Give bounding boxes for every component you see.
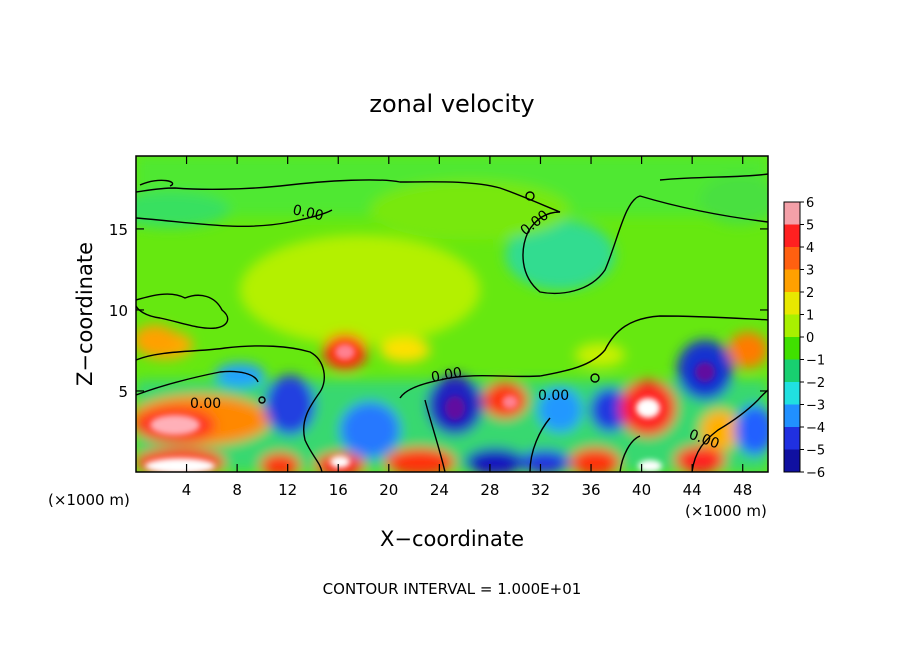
colorbar: 6 5 4 3 2 1 0 −1 −2 −3 −4 −5 −6 bbox=[783, 196, 825, 481]
x-tick-label: 12 bbox=[278, 481, 297, 499]
x-tick-label: 40 bbox=[632, 481, 651, 499]
colorbar-swatch bbox=[784, 337, 800, 360]
colorbar-tick-label: 5 bbox=[806, 219, 814, 234]
x-tick-label: 20 bbox=[379, 481, 398, 499]
colorbar-tick-label: −6 bbox=[806, 466, 825, 481]
colorbar-swatch bbox=[784, 202, 800, 225]
colorbar-swatch bbox=[784, 359, 800, 382]
x-tick-label: 48 bbox=[733, 481, 752, 499]
x-axis-label: X−coordinate bbox=[380, 527, 524, 551]
colorbar-tick-label: −4 bbox=[806, 421, 825, 436]
colorbar-swatch bbox=[784, 247, 800, 270]
colorbar-tick-label: 0 bbox=[806, 331, 814, 346]
colorbar-tick-label: 6 bbox=[806, 196, 814, 211]
y-axis: 5 10 15 bbox=[109, 221, 768, 401]
colorbar-swatch bbox=[784, 314, 800, 337]
colorbar-swatch bbox=[784, 269, 800, 292]
colorbar-swatch bbox=[784, 404, 800, 427]
x-tick-label: 24 bbox=[430, 481, 449, 499]
colorbar-tick-label: 3 bbox=[806, 264, 814, 279]
x-tick-label: 32 bbox=[531, 481, 550, 499]
x-tick-label: 28 bbox=[480, 481, 499, 499]
y-axis-label: Z−coordinate bbox=[73, 242, 97, 386]
x-axis: 4 8 12 16 20 24 28 32 36 40 44 48 bbox=[182, 156, 752, 499]
x-tick-label: 8 bbox=[232, 481, 242, 499]
colorbar-swatch bbox=[784, 224, 800, 247]
x-tick-label: 44 bbox=[683, 481, 702, 499]
x-unit-label-left: (×1000 m) bbox=[48, 491, 130, 509]
chart-title: zonal velocity bbox=[369, 90, 534, 118]
contour-label: 0.00 bbox=[291, 202, 325, 224]
colorbar-tick-label: 2 bbox=[806, 286, 814, 301]
colorbar-swatch bbox=[784, 292, 800, 315]
contour-label: 0.00 bbox=[190, 396, 221, 412]
x-tick-label: 36 bbox=[581, 481, 600, 499]
colorbar-tick-label: 4 bbox=[806, 241, 814, 256]
zero-contours bbox=[136, 173, 768, 472]
colorbar-tick-label: −5 bbox=[806, 444, 825, 459]
contour-interval-note: CONTOUR INTERVAL = 1.000E+01 bbox=[323, 580, 582, 598]
contour-label: 0.00 bbox=[430, 365, 463, 386]
y-tick-label: 5 bbox=[118, 383, 128, 401]
x-tick-label: 4 bbox=[182, 481, 192, 499]
x-unit-label-right: (×1000 m) bbox=[685, 502, 767, 520]
colorbar-tick-label: −1 bbox=[806, 354, 825, 369]
contour-label: 0.00 bbox=[538, 388, 569, 404]
colorbar-tick-label: −2 bbox=[806, 376, 825, 391]
colorbar-swatch bbox=[784, 427, 800, 450]
heatmap-field: 0.00 0.00 0.00 0.00 0.00 0.00 bbox=[136, 156, 768, 472]
colorbar-swatch bbox=[784, 382, 800, 405]
colorbar-swatch bbox=[784, 449, 800, 472]
x-tick-label: 16 bbox=[329, 481, 348, 499]
y-tick-label: 10 bbox=[109, 302, 128, 320]
plot-frame bbox=[135, 155, 769, 473]
y-tick-label: 15 bbox=[109, 221, 128, 239]
colorbar-tick-label: 1 bbox=[806, 309, 814, 324]
colorbar-tick-label: −3 bbox=[806, 399, 825, 414]
